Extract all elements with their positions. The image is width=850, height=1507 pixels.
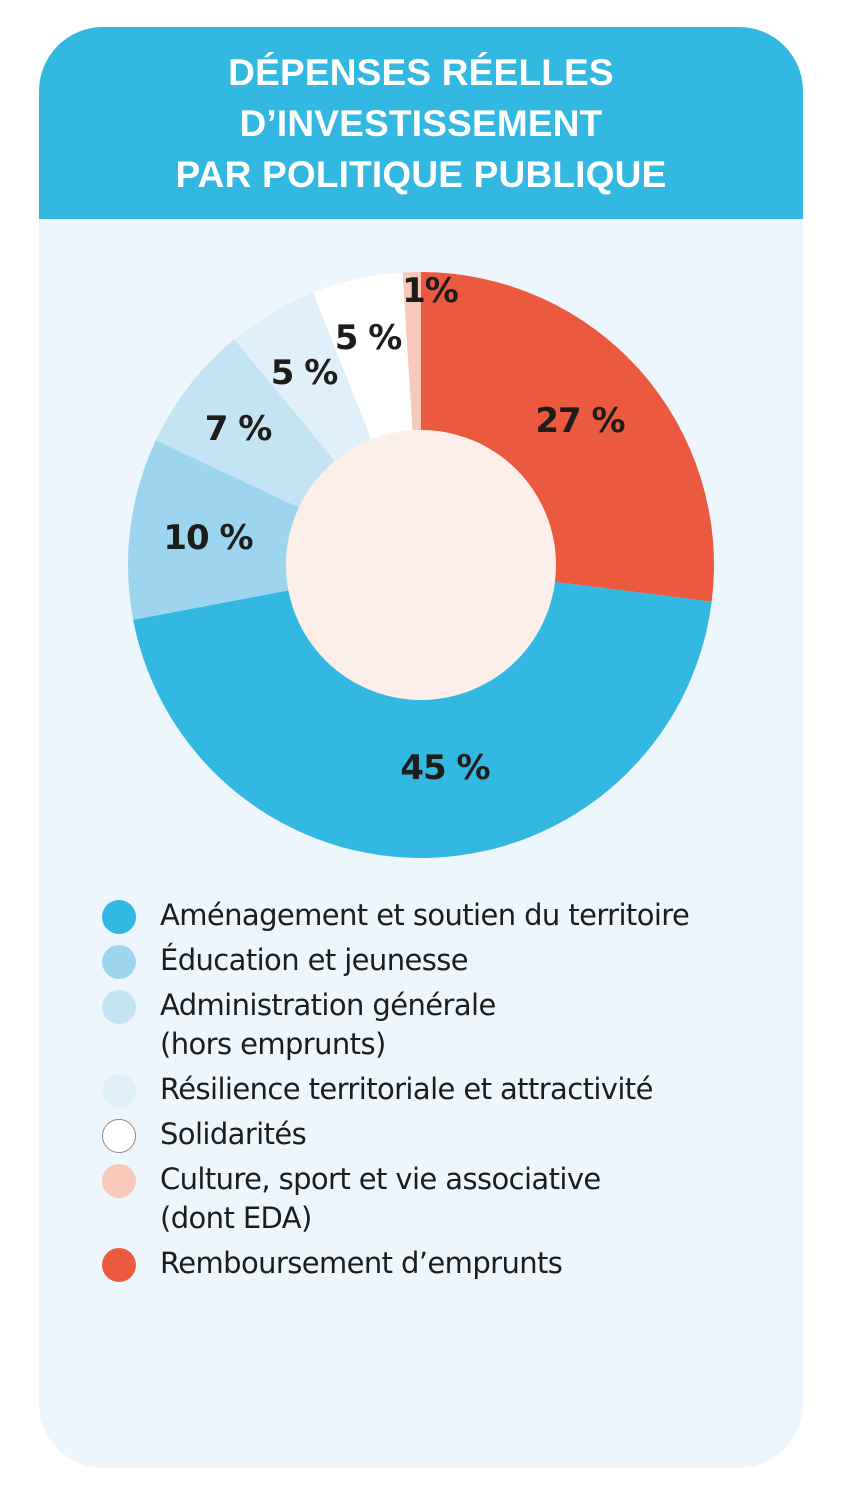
chart-legend: Aménagement et soutien du territoire Éduc… (102, 896, 782, 1289)
donut-hole (286, 430, 556, 700)
slice-percent-label: 5 % (334, 318, 403, 358)
legend-swatch-icon (102, 1119, 136, 1153)
legend-item: Aménagement et soutien du territoire (102, 896, 782, 935)
legend-label: Solidarités (160, 1117, 307, 1151)
slice-percent-label: 7 % (204, 409, 273, 449)
slice-percent-label: 45 % (400, 748, 490, 788)
legend-swatch-icon (102, 990, 136, 1024)
legend-item: Solidarités (102, 1115, 782, 1154)
legend-item: Culture, sport et vie associative (dont E… (102, 1160, 782, 1238)
legend-label: Administration générale (hors emprunts) (160, 988, 496, 1061)
legend-item: Résilience territoriale et attractivité (102, 1070, 782, 1109)
slice-percent-label: 10 % (163, 518, 253, 558)
title-line-3: PAR POLITIQUE PUBLIQUE (175, 154, 667, 195)
legend-swatch-icon (102, 1164, 136, 1198)
card-header: DÉPENSES RÉELLES D’INVESTISSEMENT PAR PO… (39, 27, 803, 219)
slice-percent-label: 1% (402, 271, 459, 311)
legend-label: Culture, sport et vie associative (dont E… (160, 1162, 601, 1235)
pie-slice (133, 565, 712, 859)
legend-label: Éducation et jeunesse (160, 943, 469, 977)
title-line-2: D’INVESTISSEMENT (239, 103, 603, 144)
title-line-1: DÉPENSES RÉELLES (228, 52, 614, 93)
legend-label: Aménagement et soutien du territoire (160, 898, 690, 932)
legend-swatch-icon (102, 1074, 136, 1108)
chart-card: DÉPENSES RÉELLES D’INVESTISSEMENT PAR PO… (39, 27, 803, 1468)
legend-swatch-icon (102, 900, 136, 934)
slice-percent-label: 27 % (535, 401, 625, 441)
legend-label: Résilience territoriale et attractivité (160, 1072, 653, 1106)
legend-swatch-icon (102, 945, 136, 979)
legend-item: Remboursement d’emprunts (102, 1244, 782, 1283)
legend-item: Éducation et jeunesse (102, 941, 782, 980)
slice-percent-label: 5 % (270, 353, 339, 393)
legend-item: Administration générale (hors emprunts) (102, 986, 782, 1064)
chart-title: DÉPENSES RÉELLES D’INVESTISSEMENT PAR PO… (39, 47, 803, 200)
legend-label: Remboursement d’emprunts (160, 1246, 563, 1280)
legend-swatch-icon (102, 1248, 136, 1282)
